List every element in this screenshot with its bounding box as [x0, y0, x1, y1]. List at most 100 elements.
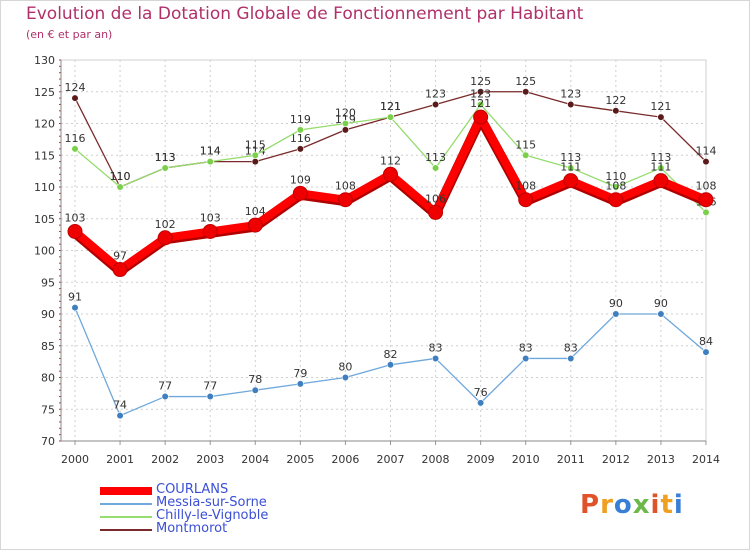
logo-letter: i [650, 490, 661, 520]
data-label-messia-sur-sorne: 77 [158, 380, 172, 393]
chart-title: Evolution de la Dotation Globale de Fonc… [26, 4, 584, 24]
data-point-chilly-le-vignoble [71, 145, 79, 153]
chart-subtitle: (en € et par an) [26, 28, 113, 41]
data-point-chilly-le-vignoble [612, 183, 620, 191]
y-tick-label: 125 [34, 86, 55, 99]
data-point-chilly-le-vignoble [341, 119, 350, 128]
data-label-courlans: 102 [155, 218, 176, 231]
data-label-chilly-le-vignoble: 116 [65, 132, 86, 145]
data-point-chilly-le-vignoble [657, 164, 665, 172]
data-label-montmorot: 123 [560, 87, 581, 100]
data-point-courlans [608, 192, 624, 208]
y-tick-label: 70 [41, 435, 55, 448]
data-label-courlans: 108 [515, 180, 536, 193]
x-tick-label: 2002 [151, 453, 179, 466]
data-point-montmorot [567, 100, 575, 109]
data-point-courlans [653, 173, 669, 189]
data-label-chilly-le-vignoble: 115 [515, 138, 536, 151]
data-label-messia-sur-sorne: 83 [429, 341, 443, 354]
data-label-courlans: 111 [650, 161, 671, 174]
data-label-montmorot: 113 [155, 151, 176, 164]
logo-letter: t [660, 490, 674, 520]
data-label-montmorot: 114 [200, 145, 221, 158]
data-label-messia-sur-sorne: 90 [654, 297, 668, 310]
logo-letter: i [673, 490, 684, 520]
data-point-montmorot [251, 158, 259, 166]
data-point-chilly-le-vignoble [116, 183, 124, 191]
data-point-montmorot [477, 88, 485, 96]
data-label-chilly-le-vignoble: 114 [200, 145, 221, 158]
legend-label-chilly: Chilly-le-Vignoble [156, 508, 269, 523]
data-label-courlans: 103 [200, 211, 221, 224]
data-point-messia-sur-sorne [206, 392, 214, 401]
data-label-montmorot: 125 [515, 75, 536, 88]
legend-label-montmorot: Montmorot [156, 521, 228, 536]
data-point-chilly-le-vignoble [522, 151, 530, 159]
data-point-courlans [292, 185, 308, 201]
data-point-montmorot [296, 145, 304, 153]
x-tick-label: 2001 [106, 453, 134, 466]
data-label-messia-sur-sorne: 83 [519, 341, 533, 354]
data-point-chilly-le-vignoble [477, 100, 485, 109]
y-tick-label: 90 [41, 308, 55, 321]
data-point-courlans [157, 230, 173, 246]
data-point-montmorot [341, 126, 350, 134]
y-tick-label: 110 [34, 181, 55, 194]
x-tick-label: 2008 [422, 453, 450, 466]
legend-item-chilly: Chilly-le-Vignoble [100, 508, 360, 523]
x-tick-label: 2006 [331, 453, 359, 466]
data-point-chilly-le-vignoble [386, 113, 395, 121]
proxiti-logo: Proxiti [580, 490, 684, 520]
data-point-montmorot [612, 107, 620, 115]
data-point-messia-sur-sorne [386, 361, 395, 369]
data-point-messia-sur-sorne [657, 310, 665, 318]
data-label-courlans: 108 [335, 180, 356, 193]
data-point-chilly-le-vignoble [251, 151, 259, 159]
y-tick-label: 115 [34, 149, 55, 162]
data-point-messia-sur-sorne [341, 373, 350, 382]
data-point-messia-sur-sorne [251, 386, 259, 394]
legend-label-courlans: COURLANS [156, 482, 229, 497]
data-label-courlans: 108 [605, 180, 626, 193]
data-label-courlans: 103 [65, 211, 86, 224]
y-tick-label: 105 [34, 213, 55, 226]
data-label-montmorot: 125 [470, 75, 491, 88]
data-point-courlans [247, 217, 263, 233]
y-tick-label: 130 [34, 54, 55, 67]
data-label-messia-sur-sorne: 78 [248, 373, 262, 386]
data-label-chilly-le-vignoble: 120 [335, 107, 356, 120]
data-label-chilly-le-vignoble: 123 [470, 87, 491, 100]
logo-letter: o [613, 490, 633, 520]
data-label-courlans: 106 [425, 192, 446, 205]
x-tick-label: 2013 [647, 453, 675, 466]
data-label-messia-sur-sorne: 91 [68, 291, 82, 304]
legend-swatch-messia [100, 503, 152, 505]
data-label-courlans: 121 [470, 97, 491, 110]
data-label-messia-sur-sorne: 90 [609, 297, 623, 310]
x-tick-label: 2009 [467, 453, 495, 466]
x-tick-label: 2014 [692, 453, 720, 466]
data-point-montmorot [657, 113, 665, 121]
data-point-messia-sur-sorne [477, 399, 485, 407]
data-label-montmorot: 124 [65, 81, 86, 94]
x-tick-label: 2010 [512, 453, 540, 466]
data-point-montmorot [431, 100, 440, 109]
x-tick-label: 2005 [286, 453, 314, 466]
data-point-messia-sur-sorne [161, 392, 169, 401]
legend-label-messia: Messia-sur-Sorne [156, 495, 267, 510]
data-label-chilly-le-vignoble: 113 [650, 151, 671, 164]
data-label-chilly-le-vignoble: 113 [560, 151, 581, 164]
data-label-chilly-le-vignoble: 121 [380, 100, 401, 113]
data-point-messia-sur-sorne [431, 354, 440, 363]
data-label-chilly-le-vignoble: 110 [605, 170, 626, 183]
data-point-messia-sur-sorne [567, 354, 575, 363]
data-label-courlans: 111 [560, 161, 581, 174]
legend-swatch-chilly [100, 516, 152, 518]
data-point-messia-sur-sorne [522, 354, 530, 363]
data-label-montmorot: 123 [425, 87, 446, 100]
data-label-montmorot: 121 [650, 100, 671, 113]
data-label-courlans: 109 [290, 173, 311, 186]
data-label-messia-sur-sorne: 76 [474, 386, 488, 399]
data-label-chilly-le-vignoble: 110 [110, 170, 131, 183]
